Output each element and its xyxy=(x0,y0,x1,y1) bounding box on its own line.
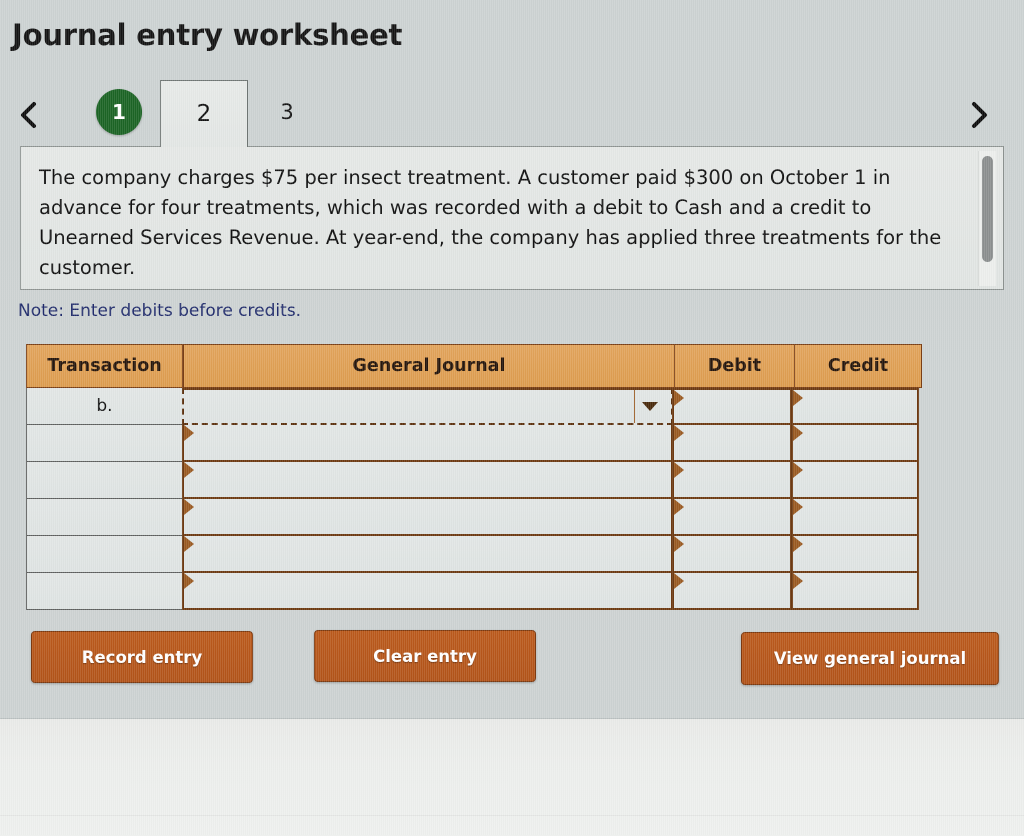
cell-general-journal-5[interactable] xyxy=(182,536,673,573)
cell-corner-marker-icon xyxy=(674,390,684,406)
column-header-transaction: Transaction xyxy=(26,344,183,388)
cell-transaction-2[interactable] xyxy=(26,425,183,462)
tab-1-badge: 1 xyxy=(96,88,142,135)
journal-entry-table: Transaction General Journal Debit Credit… xyxy=(26,344,922,610)
cell-corner-marker-icon xyxy=(184,536,194,552)
chevron-left-icon[interactable] xyxy=(12,94,46,134)
tab-3[interactable]: 3 xyxy=(280,99,294,124)
cell-transaction-5[interactable] xyxy=(26,536,183,573)
cell-general-journal-2[interactable] xyxy=(182,425,673,462)
cell-corner-marker-icon xyxy=(793,425,803,441)
cell-credit-2[interactable] xyxy=(791,425,919,462)
cell-corner-marker-icon xyxy=(184,425,194,441)
cell-corner-marker-icon xyxy=(184,573,194,589)
cell-corner-marker-icon xyxy=(793,462,803,478)
cell-credit-1[interactable] xyxy=(791,388,919,425)
column-header-debit: Debit xyxy=(674,344,794,388)
tab-2-active[interactable]: 2 xyxy=(160,80,248,147)
cell-corner-marker-icon xyxy=(674,462,684,478)
page-lower-area xyxy=(0,718,1024,836)
cell-corner-marker-icon xyxy=(674,536,684,552)
cell-debit-2[interactable] xyxy=(672,425,792,462)
table-row xyxy=(26,536,922,573)
view-general-journal-button[interactable]: View general journal xyxy=(741,632,999,685)
cell-transaction-3[interactable] xyxy=(26,462,183,499)
transaction-description-panel: The company charges $75 per insect treat… xyxy=(20,147,1004,290)
cell-debit-1[interactable] xyxy=(672,388,792,425)
cell-credit-6[interactable] xyxy=(791,573,919,610)
tab-1[interactable]: 1 xyxy=(80,76,158,147)
cell-credit-3[interactable] xyxy=(791,462,919,499)
table-row xyxy=(26,425,922,462)
chevron-right-icon[interactable] xyxy=(962,94,996,134)
cell-general-journal-3[interactable] xyxy=(182,462,673,499)
cell-corner-marker-icon xyxy=(793,536,803,552)
cell-transaction-4[interactable] xyxy=(26,499,183,536)
table-body: b. xyxy=(26,388,922,610)
cell-corner-marker-icon xyxy=(674,499,684,515)
cell-corner-marker-icon xyxy=(674,573,684,589)
description-scrollbar[interactable] xyxy=(978,151,996,286)
table-header-row: Transaction General Journal Debit Credit xyxy=(26,344,922,388)
tabstrip-divider-left xyxy=(20,146,160,147)
cell-corner-marker-icon xyxy=(674,425,684,441)
column-header-credit: Credit xyxy=(794,344,922,388)
chevron-down-icon[interactable] xyxy=(634,390,665,423)
cell-debit-6[interactable] xyxy=(672,573,792,610)
cell-corner-marker-icon xyxy=(793,499,803,515)
cell-general-journal-1[interactable] xyxy=(182,388,673,425)
page-title: Journal entry worksheet xyxy=(12,18,403,52)
table-row xyxy=(26,499,922,536)
worksheet-tabbar: 1 3 xyxy=(0,76,1024,147)
table-row xyxy=(26,573,922,610)
description-scrollbar-thumb[interactable] xyxy=(982,156,993,262)
cell-general-journal-4[interactable] xyxy=(182,499,673,536)
debits-before-credits-note: Note: Enter debits before credits. xyxy=(18,301,302,321)
cell-corner-marker-icon xyxy=(793,573,803,589)
cell-transaction-6[interactable] xyxy=(26,573,183,610)
cell-debit-5[interactable] xyxy=(672,536,792,573)
page-lower-divider xyxy=(0,815,1024,816)
cell-debit-3[interactable] xyxy=(672,462,792,499)
cell-corner-marker-icon xyxy=(793,390,803,406)
cell-debit-4[interactable] xyxy=(672,499,792,536)
clear-entry-button[interactable]: Clear entry xyxy=(314,630,536,682)
table-row xyxy=(26,462,922,499)
cell-credit-4[interactable] xyxy=(791,499,919,536)
cell-transaction-1[interactable]: b. xyxy=(26,388,183,425)
column-header-general-journal: General Journal xyxy=(183,344,674,388)
cell-credit-5[interactable] xyxy=(791,536,919,573)
cell-corner-marker-icon xyxy=(184,499,194,515)
transaction-description-text: The company charges $75 per insect treat… xyxy=(39,166,942,279)
cell-corner-marker-icon xyxy=(184,462,194,478)
cell-general-journal-6[interactable] xyxy=(182,573,673,610)
record-entry-button[interactable]: Record entry xyxy=(31,631,253,683)
tabstrip-divider-right xyxy=(248,146,1004,147)
table-row: b. xyxy=(26,388,922,425)
